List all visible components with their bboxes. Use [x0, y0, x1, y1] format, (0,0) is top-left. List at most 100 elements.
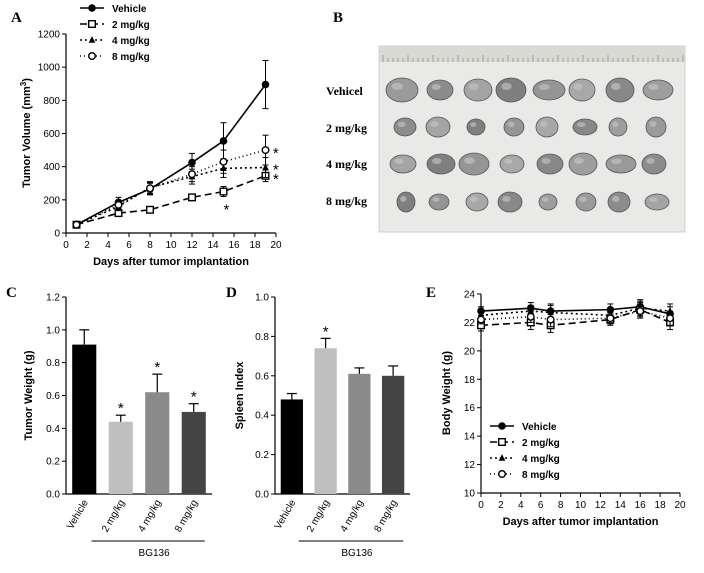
tumor-highlight	[431, 84, 441, 90]
y-tick-label: 0.4	[46, 424, 60, 435]
tumor-highlight	[507, 121, 515, 128]
data-point	[606, 314, 615, 323]
series-8-mg-kg	[477, 303, 675, 328]
tumor	[425, 116, 451, 138]
tumor	[389, 154, 417, 174]
significance-asterisk: *	[273, 171, 279, 188]
series-8-mg-kg	[72, 134, 270, 229]
x-tick-label: 12	[186, 240, 198, 251]
tumor-highlight	[612, 121, 619, 128]
tumor-highlight	[464, 157, 475, 164]
x-tick-label: 12	[595, 500, 607, 511]
tumor	[385, 77, 419, 103]
tumor-highlight	[431, 158, 442, 164]
legend-marker	[87, 20, 96, 29]
y-axis-label: Body Weight (g)	[441, 351, 453, 435]
tumor	[463, 78, 493, 102]
x-axis-label: Days after tumor implantation	[93, 256, 249, 268]
tumor	[465, 192, 489, 212]
significance-asterisk: *	[118, 400, 124, 417]
tumor-highlight	[649, 197, 658, 203]
legend-label: 2 mg/kg	[522, 438, 560, 449]
tumor-highlight	[610, 82, 621, 90]
tumor-highlight	[577, 122, 586, 127]
y-tick-label: 1.0	[46, 325, 60, 336]
x-tick-label: 2	[84, 240, 90, 251]
tumor-highlight	[397, 121, 406, 128]
photo-row-label-4mg: 4 mg/kg	[326, 157, 367, 171]
tumor	[536, 153, 564, 175]
photo-row-label-2mg: 2 mg/kg	[326, 121, 367, 135]
data-point	[219, 187, 228, 196]
bar	[348, 373, 371, 494]
data-point	[145, 184, 154, 193]
y-tick-label: 0.0	[255, 490, 269, 501]
category-label: 8 mg/kg	[173, 498, 200, 534]
y-tick-label: 0.6	[46, 391, 60, 402]
legend-label: 2 mg/kg	[112, 20, 150, 31]
data-point	[546, 315, 555, 324]
x-tick-label: 6	[538, 500, 544, 511]
data-point	[666, 307, 674, 314]
data-point	[72, 220, 81, 229]
y-tick-label: 200	[43, 195, 60, 206]
y-tick-label: 0.0	[46, 490, 60, 501]
y-tick-label: 0.4	[255, 411, 269, 422]
category-label: 2 mg/kg	[305, 498, 332, 534]
x-tick-label: 8	[558, 500, 564, 511]
legend-label: 4 mg/kg	[522, 454, 560, 465]
legend-label: 8 mg/kg	[522, 470, 560, 481]
panel-label-b: B	[333, 10, 343, 26]
x-tick-label: 10	[575, 500, 587, 511]
tumor	[426, 153, 456, 175]
y-axis-label: Tumor Weight (g)	[23, 350, 35, 440]
tumor	[575, 192, 597, 212]
panel-label-e: E	[426, 285, 436, 301]
category-label: Vehicle	[273, 498, 299, 532]
tumor-highlight	[573, 83, 583, 90]
y-tick-label: 12	[464, 460, 476, 471]
bar	[280, 399, 304, 494]
bar	[108, 421, 133, 494]
tumor-highlight	[611, 196, 620, 202]
x-tick-label: 0	[478, 500, 484, 511]
tumor	[503, 117, 525, 137]
y-tick-label: 20	[464, 346, 476, 357]
x-tick-label: 16	[228, 240, 240, 251]
y-tick-label: 0.6	[255, 371, 269, 382]
tumor-highlight	[573, 157, 584, 164]
tumor	[538, 193, 558, 211]
tumor-highlight	[470, 122, 477, 127]
tumor	[642, 79, 674, 101]
significance-asterisk: *	[224, 201, 230, 218]
tumor	[568, 78, 596, 102]
data-point	[219, 157, 228, 166]
tumor-highlight	[469, 196, 478, 202]
series-line	[76, 84, 267, 226]
x-tick-label: 8	[147, 240, 153, 251]
y-tick-label: 0.2	[46, 457, 60, 468]
tumor-highlight	[430, 121, 439, 127]
tumor	[396, 191, 416, 213]
series-vehicle	[72, 60, 270, 229]
x-tick-label: 20	[674, 500, 686, 511]
tumor-highlight	[648, 84, 659, 90]
photo-row-label-8mg: 8 mg/kg	[326, 194, 367, 208]
tumor	[572, 118, 598, 136]
significance-asterisk: *	[323, 323, 329, 340]
tumor	[605, 154, 637, 174]
x-tick-label: 6	[126, 240, 132, 251]
bar	[181, 411, 206, 494]
tumor-highlight	[538, 84, 550, 90]
panel-label-d: D	[226, 285, 237, 301]
x-tick-label: 4	[105, 240, 111, 251]
y-tick-label: 0	[54, 229, 60, 240]
tumor	[426, 79, 454, 101]
tumor-highlight	[504, 158, 513, 164]
x-tick-label: 18	[655, 500, 667, 511]
series-2-mg-kg	[477, 302, 675, 333]
tumor	[605, 77, 635, 103]
series-line	[76, 175, 266, 226]
x-tick-label: 2	[498, 500, 504, 511]
